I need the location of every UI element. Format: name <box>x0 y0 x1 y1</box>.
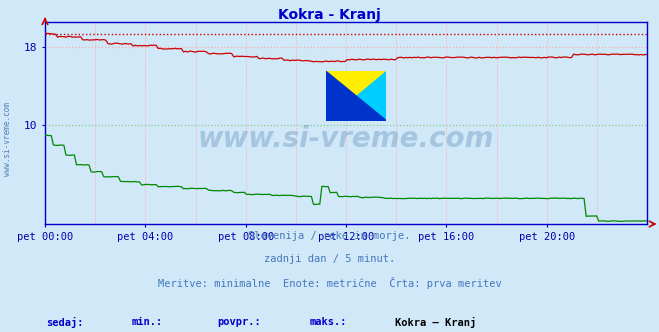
Text: zadnji dan / 5 minut.: zadnji dan / 5 minut. <box>264 254 395 264</box>
Text: www.si-vreme.com: www.si-vreme.com <box>3 103 13 176</box>
Text: Kokra - Kranj: Kokra - Kranj <box>278 8 381 22</box>
Text: sedaj:: sedaj: <box>46 317 84 328</box>
Text: www.si-vreme.com: www.si-vreme.com <box>198 125 494 153</box>
Polygon shape <box>326 71 386 121</box>
Text: Kokra – Kranj: Kokra – Kranj <box>395 317 476 328</box>
Polygon shape <box>326 71 386 121</box>
Text: povpr.:: povpr.: <box>217 317 261 327</box>
Text: maks.:: maks.: <box>310 317 347 327</box>
Text: Meritve: minimalne  Enote: metrične  Črta: prva meritev: Meritve: minimalne Enote: metrične Črta:… <box>158 277 501 289</box>
Text: Slovenija / reke in morje.: Slovenija / reke in morje. <box>248 231 411 241</box>
Text: min.:: min.: <box>132 317 163 327</box>
Polygon shape <box>326 71 386 121</box>
